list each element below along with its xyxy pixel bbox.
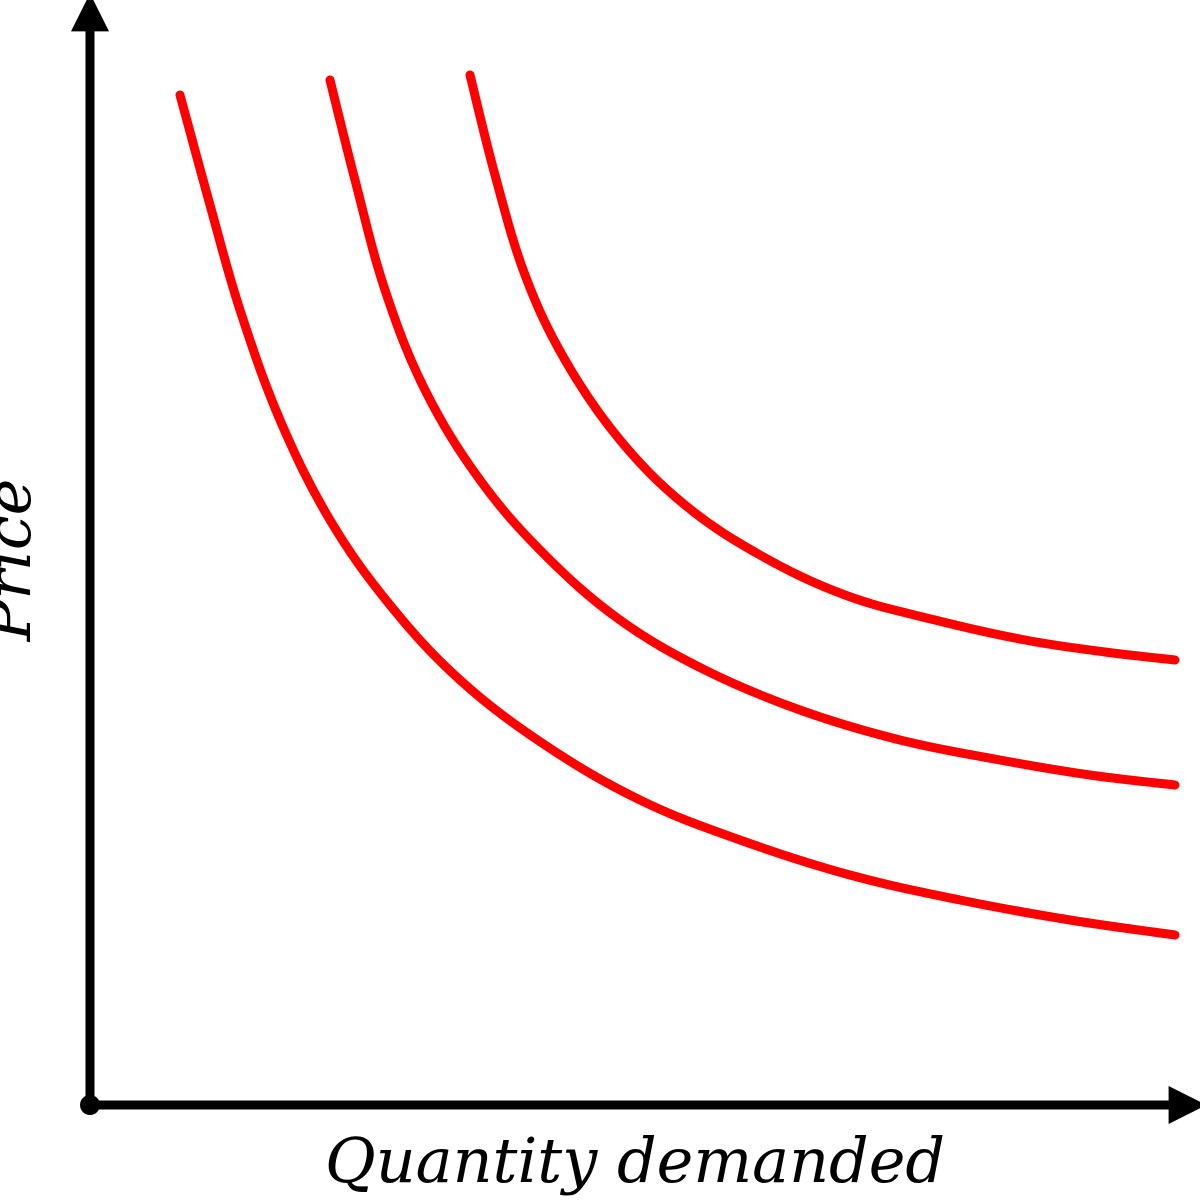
chart-svg: Quantity demanded Price	[0, 0, 1200, 1200]
x-axis-label: Quantity demanded	[325, 1124, 945, 1197]
y-axis-label: Price	[0, 479, 45, 643]
origin-dot	[80, 1095, 100, 1115]
indifference-curve-chart: Quantity demanded Price	[0, 0, 1200, 1200]
